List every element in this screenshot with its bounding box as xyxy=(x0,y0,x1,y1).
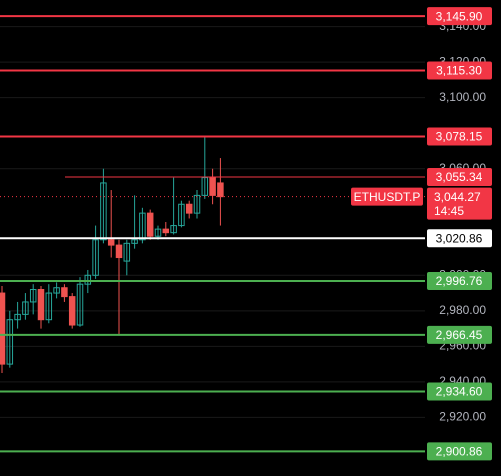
symbol-tag xyxy=(351,187,423,206)
price-tag xyxy=(427,127,492,146)
candle-body xyxy=(123,242,131,262)
candle-body xyxy=(185,203,193,214)
candle-body xyxy=(45,292,53,321)
candle-body xyxy=(209,177,216,196)
candle-body xyxy=(92,239,99,276)
price-tag-label: 3,055.34 xyxy=(436,170,483,184)
price-tag xyxy=(427,382,492,401)
candle-body xyxy=(193,194,201,214)
candle-body xyxy=(22,301,29,315)
candle-body xyxy=(100,182,107,241)
candle-body xyxy=(201,177,209,196)
y-tick-label: 2,980.00 xyxy=(439,303,486,317)
price-tag-label: 2,934.60 xyxy=(436,385,483,399)
candle-body xyxy=(217,182,224,198)
price-tag-label: 3,145.90 xyxy=(436,9,483,23)
price-tag-label: 3,020.86 xyxy=(436,231,483,245)
candle-body xyxy=(68,296,76,326)
candle-body xyxy=(154,228,162,237)
candle-body xyxy=(139,212,146,241)
price-tag xyxy=(427,61,492,80)
candle-body xyxy=(14,313,21,321)
y-tick-label: 3,100.00 xyxy=(439,90,486,104)
price-tag xyxy=(427,442,492,461)
candle-body xyxy=(162,228,170,234)
candle-body xyxy=(29,289,37,303)
candle-body xyxy=(84,274,92,285)
countdown-label: 14:45 xyxy=(434,204,464,218)
candle-body xyxy=(0,292,6,365)
price-tag xyxy=(427,229,492,248)
price-tag-label: 2,900.86 xyxy=(436,445,483,459)
candle-body xyxy=(76,283,84,326)
price-tag xyxy=(427,272,492,291)
candle-body xyxy=(115,244,123,259)
current-price-label: 3,044.27 xyxy=(434,190,481,204)
price-tag-label: 2,966.45 xyxy=(436,328,483,342)
symbol-label: ETHUSDT.P xyxy=(354,190,421,204)
price-tag xyxy=(427,325,492,344)
candle-body xyxy=(6,319,14,365)
candle-body xyxy=(131,239,138,244)
price-tag-label: 3,078.15 xyxy=(436,130,483,144)
candle-body xyxy=(37,289,45,321)
candle-body xyxy=(178,203,185,227)
price-tag xyxy=(427,168,492,187)
candle-body xyxy=(146,212,154,237)
candle-body xyxy=(107,239,115,246)
candle-body xyxy=(170,225,177,234)
price-tag-label: 2,996.76 xyxy=(436,274,483,288)
y-tick-label: 2,920.00 xyxy=(439,410,486,424)
price-tag-label: 3,115.30 xyxy=(436,64,482,78)
current-tag xyxy=(427,187,492,220)
candle-body xyxy=(53,287,60,294)
candle-body xyxy=(61,287,68,298)
price-tag xyxy=(427,7,492,26)
